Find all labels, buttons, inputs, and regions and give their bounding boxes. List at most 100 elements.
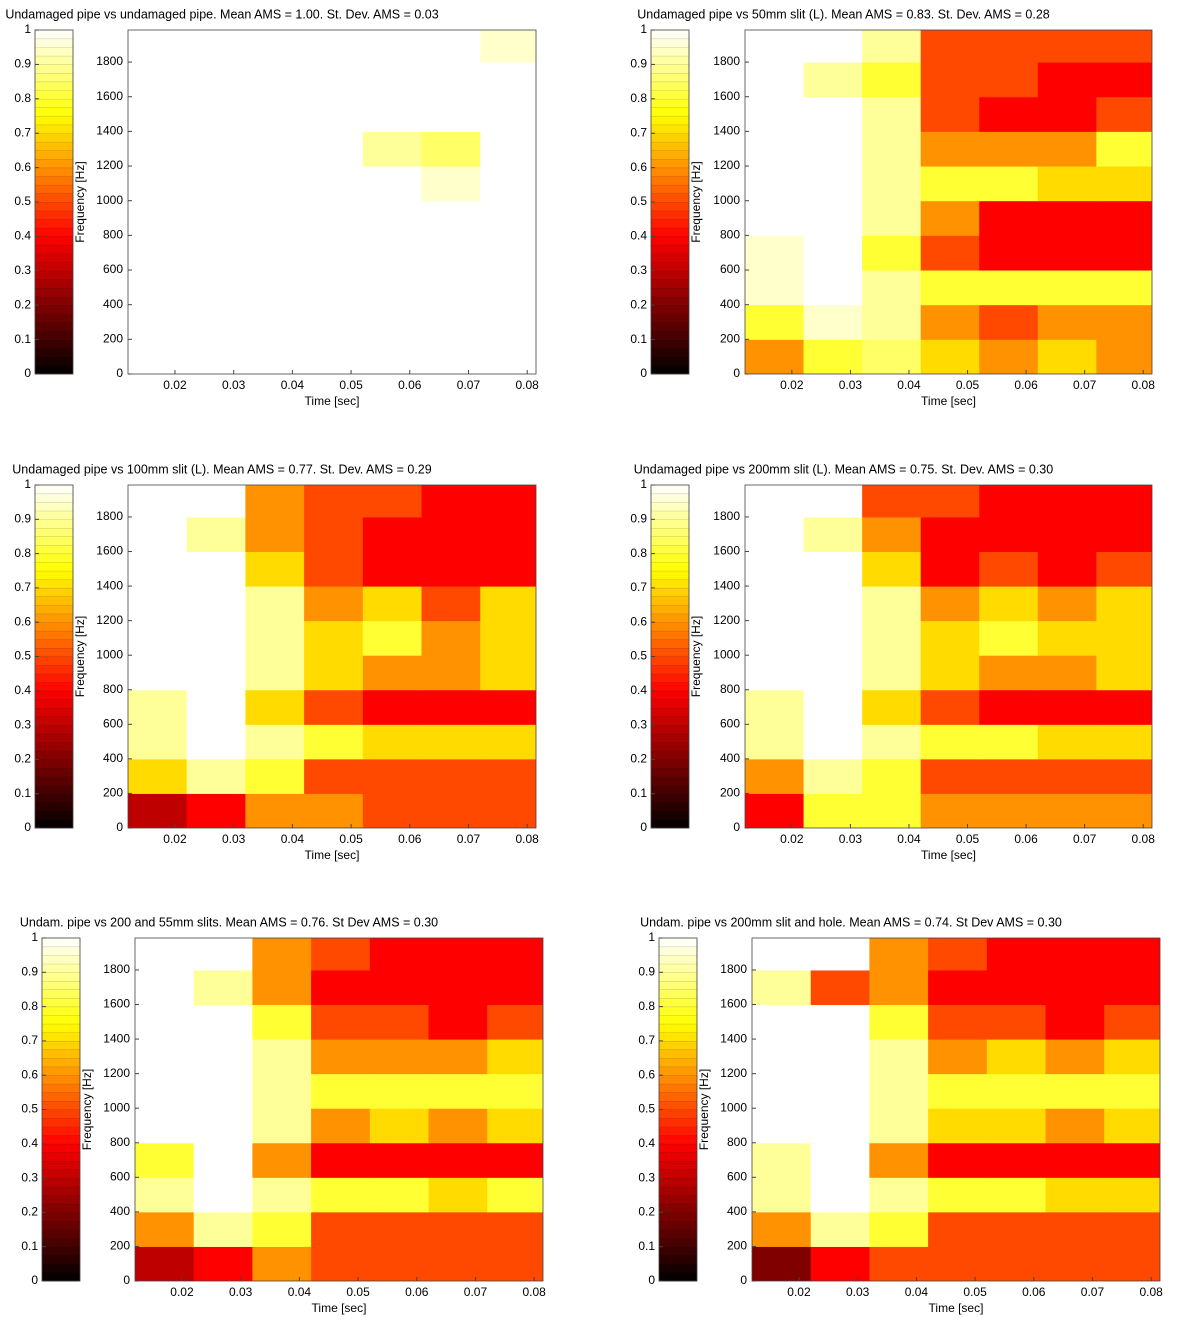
colorbar-step bbox=[650, 810, 690, 820]
x-tick-label: 0.07 bbox=[464, 1285, 488, 1299]
colorbar-step bbox=[34, 175, 74, 186]
colorbar-step bbox=[650, 596, 690, 606]
heat-cell bbox=[304, 304, 364, 340]
heat-cell bbox=[979, 793, 1039, 828]
colorbar-step bbox=[650, 29, 690, 40]
heat-cell bbox=[752, 1246, 812, 1281]
heat-cell bbox=[803, 758, 863, 794]
colorbar-step bbox=[41, 1263, 81, 1273]
colorbar-step bbox=[650, 819, 690, 829]
colorbar-step bbox=[34, 64, 74, 74]
heat-cell bbox=[1045, 938, 1105, 971]
colorbar-tick-label: 0.7 bbox=[630, 125, 647, 139]
heat-cell bbox=[986, 969, 1047, 1006]
heat-cell bbox=[803, 689, 863, 725]
colorbar-step bbox=[41, 946, 81, 956]
y-tick-label: 400 bbox=[103, 297, 123, 311]
heat-cell bbox=[362, 200, 423, 236]
colorbar-step bbox=[34, 98, 74, 108]
heat-cell bbox=[135, 1004, 195, 1040]
heatmap bbox=[745, 30, 1152, 374]
heat-cell bbox=[1104, 1004, 1160, 1040]
heat-cell bbox=[1096, 758, 1152, 794]
heat-cell bbox=[487, 1142, 543, 1178]
colorbar-step bbox=[650, 707, 690, 718]
heat-cell bbox=[135, 938, 195, 971]
y-tick-label: 1600 bbox=[720, 997, 747, 1011]
colorbar-step bbox=[658, 1083, 698, 1093]
heat-cell bbox=[810, 1177, 870, 1213]
heat-cell bbox=[304, 30, 364, 63]
colorbar-step bbox=[34, 29, 74, 40]
colorbar-tick-label: 0.9 bbox=[14, 511, 31, 525]
colorbar-step bbox=[41, 1092, 81, 1102]
heatmap bbox=[135, 938, 543, 1281]
heat-cell bbox=[862, 30, 922, 63]
colorbar-step bbox=[658, 1237, 698, 1248]
heat-cell bbox=[193, 1039, 253, 1075]
heat-cell bbox=[986, 1211, 1047, 1247]
colorbar-step bbox=[34, 218, 74, 229]
heat-cell bbox=[745, 131, 805, 167]
y-tick-label: 1400 bbox=[720, 1031, 747, 1045]
heat-cell bbox=[745, 516, 805, 553]
colorbar-step bbox=[34, 587, 74, 597]
heat-cell bbox=[986, 1142, 1047, 1178]
heat-cell bbox=[1096, 304, 1152, 340]
colorbar-step bbox=[650, 784, 690, 795]
heat-cell bbox=[1096, 339, 1152, 374]
colorbar-step bbox=[650, 313, 690, 323]
colorbar-step bbox=[41, 1040, 81, 1050]
heat-cell bbox=[245, 166, 305, 202]
heat-cell bbox=[480, 793, 536, 828]
heat-cell bbox=[362, 339, 423, 374]
x-tick-label: 0.04 bbox=[281, 832, 305, 846]
x-tick-label: 0.08 bbox=[516, 378, 540, 392]
y-tick-label: 1200 bbox=[96, 158, 123, 172]
colorbar-step bbox=[650, 330, 690, 341]
heat-cell bbox=[252, 1108, 312, 1144]
colorbar-step bbox=[650, 365, 690, 375]
colorbar-step bbox=[650, 89, 690, 100]
heat-cell bbox=[128, 166, 188, 202]
heat-cell bbox=[186, 758, 246, 794]
heat-cell bbox=[979, 270, 1039, 306]
heat-cell bbox=[752, 1108, 812, 1144]
heat-cell bbox=[1045, 1211, 1105, 1247]
heat-cell bbox=[1045, 1004, 1105, 1040]
heat-cell bbox=[193, 1142, 253, 1178]
colorbar-step bbox=[34, 510, 74, 520]
colorbar-step bbox=[650, 536, 690, 546]
heat-cell bbox=[487, 1073, 543, 1109]
colorbar-step bbox=[658, 954, 698, 965]
heat-cell bbox=[193, 1073, 253, 1109]
colorbar-step bbox=[650, 639, 690, 649]
colorbar-step bbox=[650, 218, 690, 229]
y-tick-label: 800 bbox=[727, 1135, 747, 1149]
heat-cell bbox=[487, 1108, 543, 1144]
colorbar-step bbox=[650, 322, 690, 332]
colorbar-step bbox=[41, 1066, 81, 1076]
heat-cell bbox=[745, 724, 805, 760]
heat-cell bbox=[979, 131, 1039, 167]
colorbar-tick-label: 0.7 bbox=[14, 125, 31, 139]
x-tick-label: 0.06 bbox=[398, 832, 422, 846]
heat-cell bbox=[1096, 551, 1152, 587]
heat-cell bbox=[362, 30, 423, 63]
heat-cell bbox=[421, 200, 481, 236]
colorbar-step bbox=[658, 1032, 698, 1042]
heat-cell bbox=[920, 758, 980, 794]
colorbar-step bbox=[650, 81, 690, 91]
heat-cell bbox=[245, 304, 305, 340]
heat-cell bbox=[745, 304, 805, 340]
colorbar-step bbox=[34, 501, 74, 512]
heat-cell bbox=[186, 270, 246, 306]
colorbar-tick-label: 0 bbox=[24, 820, 31, 834]
heat-cell bbox=[128, 339, 188, 374]
heat-cell bbox=[193, 1108, 253, 1144]
heat-cell bbox=[1104, 1211, 1160, 1247]
heat-cell bbox=[1037, 724, 1097, 760]
colorbar-step bbox=[650, 690, 690, 700]
heat-cell bbox=[304, 724, 364, 760]
heat-cell bbox=[128, 551, 188, 587]
